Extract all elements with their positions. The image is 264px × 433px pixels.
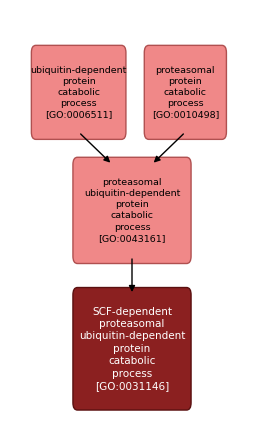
Text: proteasomal
ubiquitin-dependent
protein
catabolic
process
[GO:0043161]: proteasomal ubiquitin-dependent protein … — [84, 178, 180, 242]
Text: ubiquitin-dependent
protein
catabolic
process
[GO:0006511]: ubiquitin-dependent protein catabolic pr… — [30, 66, 127, 119]
FancyBboxPatch shape — [73, 288, 191, 410]
FancyBboxPatch shape — [73, 157, 191, 264]
Text: proteasomal
protein
catabolic
process
[GO:0010498]: proteasomal protein catabolic process [G… — [152, 66, 219, 119]
Text: SCF-dependent
proteasomal
ubiquitin-dependent
protein
catabolic
process
[GO:0031: SCF-dependent proteasomal ubiquitin-depe… — [79, 307, 185, 391]
FancyBboxPatch shape — [144, 45, 227, 139]
FancyBboxPatch shape — [31, 45, 126, 139]
